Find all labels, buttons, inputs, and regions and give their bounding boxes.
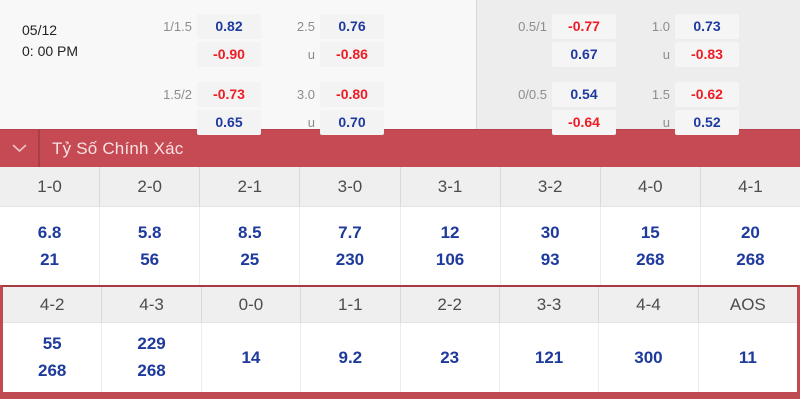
odds-value[interactable]: 0.82 [197, 14, 261, 39]
score-header: 4-0 [599, 167, 700, 206]
odds-line-label: 0/0.5 [518, 87, 547, 102]
odds-line-label: u [307, 115, 315, 130]
odds-value[interactable]: -0.77 [552, 14, 616, 39]
score-header: 3-1 [399, 167, 500, 206]
bottom-accent-bar [0, 392, 800, 399]
score-odds-cell[interactable]: 8.5 25 [199, 207, 299, 285]
score-odds-cell[interactable]: 11 [697, 323, 797, 392]
odds-value[interactable]: 0.76 [320, 14, 384, 39]
odds-line-label: u [662, 47, 670, 62]
odds-value[interactable]: 0.73 [675, 14, 739, 39]
handicap-odds-group: 1/1.5 0.82 -0.90 1.5/2 -0.73 0.65 [146, 14, 261, 135]
handicap-odds-group: 0.5/1 -0.77 0.67 0/0.5 0.54 -0.64 [501, 14, 616, 135]
score-odds-cell[interactable]: 121 [498, 323, 598, 392]
odds-line-label: 1.5/2 [163, 87, 192, 102]
score-odds-cell[interactable]: 12 106 [399, 207, 500, 285]
score-header: 4-4 [598, 287, 697, 322]
chevron-down-icon[interactable] [0, 144, 38, 153]
score-header: 2-0 [99, 167, 199, 206]
odds-line-label: 1.0 [651, 19, 670, 34]
score-header: 1-0 [37, 176, 62, 196]
score-odds-cell[interactable]: 6.8 21 [37, 222, 62, 269]
odds-value[interactable]: -0.80 [320, 82, 384, 107]
odds-groups-left: 1/1.5 0.82 -0.90 1.5/2 -0.73 0.65 2.5 0.76 … [146, 0, 384, 135]
score-header: 2-2 [399, 287, 499, 322]
section-title: Tỷ Số Chính Xác [52, 138, 184, 158]
score-odds-cell[interactable]: 20 268 [699, 207, 800, 285]
score-odds-cell[interactable]: 23 [399, 323, 499, 392]
score-odds-row-1: 6.8 21 5.8 56 8.5 25 7.7 230 12 106 30 93 15 26… [0, 207, 800, 285]
score-odds-cell[interactable]: 7.7 230 [299, 207, 399, 285]
over-under-odds-group: 1.0 0.73 u -0.83 1.5 -0.62 u 0.52 [640, 14, 739, 135]
odds-panel-right: 0.5/1 -0.77 0.67 0/0.5 0.54 -0.64 1.0 0.73 … [477, 0, 800, 135]
score-header: 4-3 [101, 287, 200, 322]
score-odds-cell[interactable]: 15 268 [599, 207, 700, 285]
score-group-2-frame: 4-2 4-3 0-0 1-1 2-2 3-3 4-4 AOS 55 268 22… [0, 285, 800, 392]
odds-value[interactable]: 0.67 [552, 42, 616, 67]
score-header: 3-2 [499, 167, 600, 206]
score-header: 1-1 [300, 287, 399, 322]
over-under-odds-group: 2.5 0.76 u -0.86 3.0 -0.80 u 0.70 [285, 14, 384, 135]
odds-value[interactable]: 0.54 [552, 82, 616, 107]
score-header: 3-3 [498, 287, 598, 322]
score-odds-row-2: 55 268 229 268 14 9.2 23 121 300 11 [3, 323, 797, 392]
score-odds-cell[interactable]: 9.2 [300, 323, 399, 392]
odds-panel-left: 05/12 0: 00 PM 1/1.5 0.82 -0.90 1.5/2 -0.7… [0, 0, 477, 135]
odds-line-label: 1.5 [651, 87, 670, 102]
odds-value[interactable]: 0.70 [320, 110, 384, 135]
score-header-row-1: 1-0 2-0 2-1 3-0 3-1 3-2 4-0 4-1 [0, 167, 800, 207]
odds-value[interactable]: -0.83 [675, 42, 739, 67]
match-time: 0: 00 PM [22, 43, 79, 59]
score-odds-cell[interactable]: 5.8 56 [99, 207, 199, 285]
odds-line-label: 3.0 [296, 87, 315, 102]
odds-line-label: u [307, 47, 315, 62]
score-header: 3-0 [299, 167, 399, 206]
correct-score-section-header: Tỷ Số Chính Xác [0, 129, 800, 167]
score-odds-cell[interactable]: 14 [200, 323, 300, 392]
score-odds-cell[interactable]: 229 268 [101, 323, 200, 392]
odds-line-label: 2.5 [296, 19, 315, 34]
score-header: 4-2 [39, 294, 65, 314]
odds-value[interactable]: 0.52 [675, 110, 739, 135]
odds-value[interactable]: -0.73 [197, 82, 261, 107]
odds-line-label: 0.5/1 [518, 19, 547, 34]
odds-value[interactable]: 0.65 [197, 110, 261, 135]
match-datetime: 05/12 0: 00 PM [0, 0, 146, 129]
score-header: 4-1 [699, 167, 800, 206]
score-header: 2-1 [199, 167, 299, 206]
score-header: AOS [697, 287, 797, 322]
header-divider [38, 130, 40, 167]
odds-line-label: u [662, 115, 670, 130]
odds-value[interactable]: -0.86 [320, 42, 384, 67]
score-odds-cell[interactable]: 55 268 [38, 334, 67, 380]
score-odds-cell[interactable]: 300 [598, 323, 697, 392]
odds-line-label: 1/1.5 [163, 19, 192, 34]
odds-value[interactable]: -0.64 [552, 110, 616, 135]
score-header-row-2: 4-2 4-3 0-0 1-1 2-2 3-3 4-4 AOS [3, 287, 797, 323]
match-date: 05/12 [22, 22, 58, 38]
odds-panel: 05/12 0: 00 PM 1/1.5 0.82 -0.90 1.5/2 -0.7… [0, 0, 800, 135]
score-odds-cell[interactable]: 30 93 [499, 207, 600, 285]
odds-value[interactable]: -0.90 [197, 42, 261, 67]
score-header: 0-0 [200, 287, 300, 322]
odds-value[interactable]: -0.62 [675, 82, 739, 107]
